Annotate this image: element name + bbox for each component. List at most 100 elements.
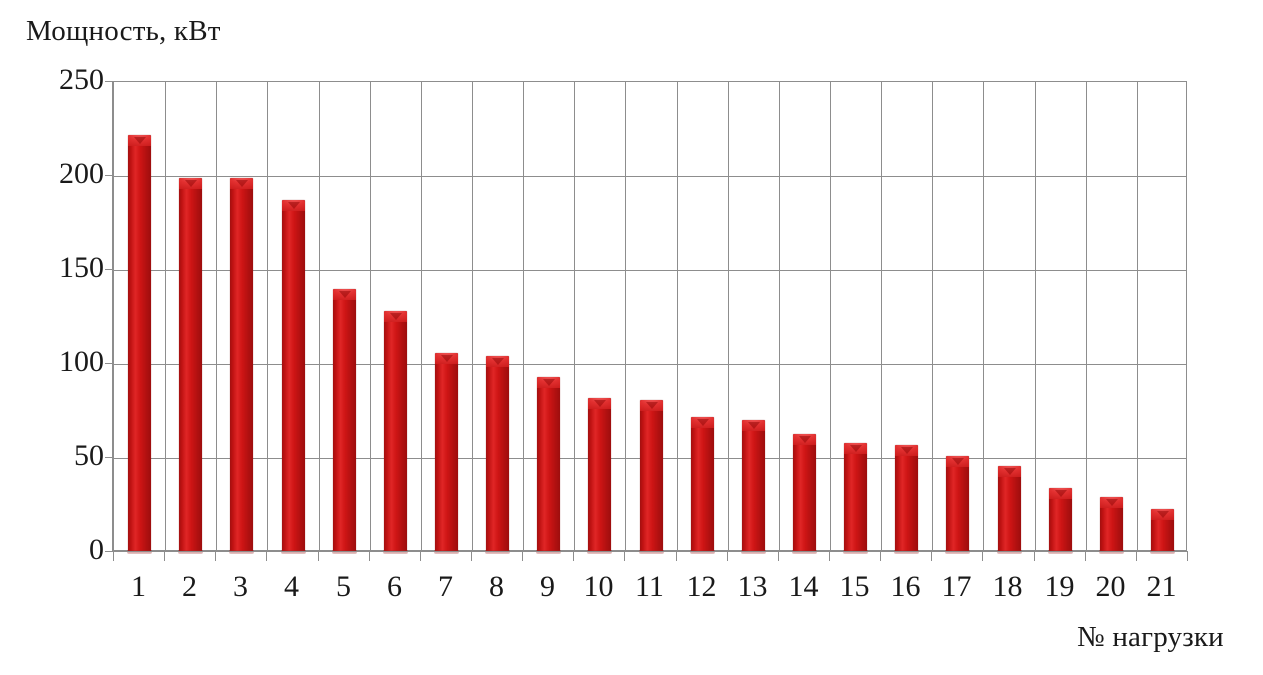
bar [792, 434, 817, 554]
bar-base-shadow [741, 550, 766, 554]
y-axis-tick-label: 100 [59, 345, 104, 378]
x-axis-tick-label: 2 [182, 570, 197, 603]
gridline-vertical [625, 82, 627, 550]
gridline-vertical [472, 82, 473, 550]
x-axis-tick [369, 552, 370, 561]
bar-top-cap [946, 456, 969, 467]
gridline-horizontal [114, 364, 1186, 365]
bar [434, 353, 459, 554]
bar-top-cap [793, 434, 816, 445]
bar-base-shadow [587, 550, 612, 554]
bar [587, 398, 612, 554]
bar-base-shadow [792, 550, 817, 554]
gridline-vertical [1034, 82, 1036, 550]
bar-top-cap [691, 417, 714, 428]
y-axis-tick [105, 457, 113, 458]
bar-base-shadow [332, 550, 357, 554]
bar-base-shadow [281, 550, 306, 554]
x-axis-tick [471, 552, 472, 561]
x-axis-tick [1187, 552, 1188, 561]
bar-base-shadow [178, 550, 203, 554]
bar [997, 466, 1022, 554]
x-axis-title: № нагрузки [1077, 621, 1224, 653]
bar-top-cap [230, 178, 253, 189]
x-axis-tick [624, 552, 625, 561]
y-axis-tick-label: 200 [59, 157, 104, 190]
gridline-vertical [574, 82, 576, 550]
bar-top-cap [895, 445, 918, 456]
x-axis-tick [982, 552, 983, 561]
gridline-vertical [932, 82, 934, 550]
gridline-vertical [216, 82, 218, 550]
gridline-vertical [881, 82, 883, 550]
y-axis-tick [105, 363, 113, 364]
x-axis-tick-label: 15 [839, 570, 870, 603]
x-axis-tick-label: 19 [1044, 570, 1075, 603]
x-axis-tick [266, 552, 267, 561]
bar [485, 356, 510, 554]
bar-base-shadow [383, 550, 408, 554]
y-axis-title: Мощность, кВт [26, 15, 221, 47]
gridline-vertical [1085, 82, 1087, 550]
gridline-vertical [523, 82, 525, 550]
bar [229, 178, 254, 554]
x-axis-tick-label: 16 [890, 570, 921, 603]
y-axis-tick [105, 175, 113, 176]
x-axis-tick [420, 552, 421, 561]
bar [281, 200, 306, 554]
x-axis-tick-label: 12 [686, 570, 717, 603]
x-axis-tick [318, 552, 319, 561]
gridline-vertical [165, 82, 167, 550]
x-axis-tick [829, 552, 830, 561]
bar-base-shadow [945, 550, 970, 554]
bar-top-cap [742, 420, 765, 431]
x-axis-tick [522, 552, 523, 561]
x-axis-tick-label: 21 [1146, 570, 1177, 603]
gridline-vertical [420, 82, 422, 550]
bar [1099, 497, 1124, 554]
bar-top-cap [282, 200, 305, 211]
x-axis-tick [931, 552, 932, 561]
x-axis-tick [676, 552, 677, 561]
x-axis-tick [573, 552, 574, 561]
x-axis-tick-label: 14 [788, 570, 819, 603]
y-axis-line [112, 81, 113, 552]
bar-base-shadow [843, 550, 868, 554]
y-axis-tick [105, 81, 113, 82]
bar [332, 289, 357, 554]
x-axis-tick [215, 552, 216, 561]
bar-base-shadow [1048, 550, 1073, 554]
bar [741, 420, 766, 554]
bar-top-cap [486, 356, 509, 367]
bar-top-cap [537, 377, 560, 388]
bar-top-cap [588, 398, 611, 409]
bar [1150, 509, 1175, 554]
bar-top-cap [998, 466, 1021, 477]
bar-base-shadow [639, 550, 664, 554]
y-axis-tick-label: 150 [59, 251, 104, 284]
x-axis-tick [1034, 552, 1035, 561]
gridline-vertical [318, 82, 320, 550]
bar [639, 400, 664, 554]
x-axis-tick-label: 20 [1095, 570, 1126, 603]
gridline-vertical [676, 82, 678, 550]
plot-area [113, 81, 1187, 554]
x-axis-tick-label: 9 [540, 570, 555, 603]
x-axis-tick-label: 4 [284, 570, 299, 603]
gridline-vertical [1136, 82, 1138, 550]
x-axis-tick-label: 10 [583, 570, 614, 603]
x-axis-tick [1085, 552, 1086, 561]
bar-base-shadow [229, 550, 254, 554]
bar-base-shadow [434, 550, 459, 554]
x-axis-tick-label: 1 [131, 570, 146, 603]
bar [894, 445, 919, 554]
x-axis-tick-label: 7 [438, 570, 453, 603]
y-axis-tick [105, 551, 113, 552]
y-axis-tick-label: 50 [74, 439, 104, 472]
x-axis-tick-label: 11 [635, 570, 664, 603]
bar-top-cap [1049, 488, 1072, 499]
bar-base-shadow [1150, 550, 1175, 554]
bar [1048, 488, 1073, 554]
bar-top-cap [384, 311, 407, 322]
x-axis-tick [727, 552, 728, 561]
